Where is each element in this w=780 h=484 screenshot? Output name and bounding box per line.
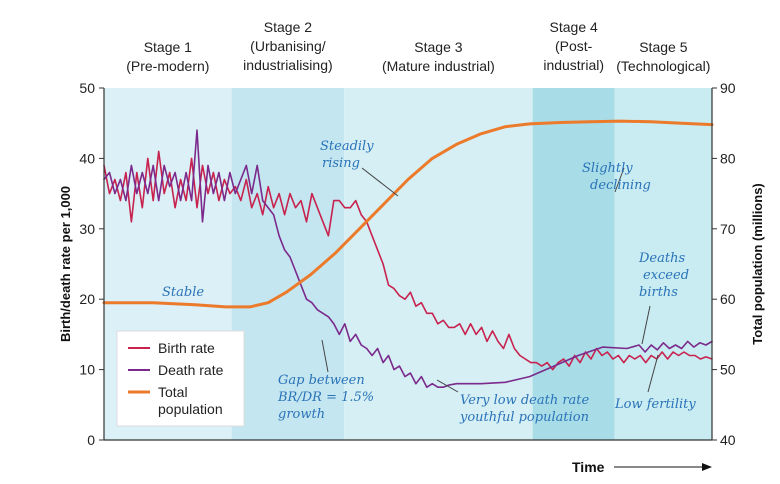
right-tick-label: 60 [720,291,736,307]
stage-band-2 [231,88,345,440]
stage-label-5: Stage 5 (Technological) [616,39,710,74]
legend-label-birth-rate: Birth rate [158,340,215,356]
annotation-gap-between: Gap between BR/DR = 1.5% growth [277,373,378,422]
stage-label-3: Stage 3 (Mature industrial) [382,39,495,74]
series-line-total-population [102,119,714,309]
legend-box [116,330,245,427]
right-tick-label: 90 [720,80,736,96]
legend-label-death-rate: Death rate [158,362,224,378]
annotation-pointers [321,167,659,393]
annotation-deaths-exceed-births: Deaths exceed births [638,251,693,300]
left-tick-label: 20 [79,291,95,307]
left-tick-label: 30 [79,221,95,237]
left-tick-label: 10 [79,362,95,378]
y-axis-left-label: Birth/death rate per 1,000 [58,186,73,342]
right-tick-label: 80 [720,150,736,166]
stage-label-4: Stage 4 (Post-industrial) [543,19,604,73]
left-ticks: 0 10 20 30 40 50 [79,80,104,448]
stage-band-4 [532,88,615,440]
left-tick-label: 0 [87,432,95,448]
y-axis-right-label: Total population (millions) [750,183,765,345]
left-tick-label: 50 [79,80,95,96]
stage-labels: Stage 1 (Pre-modern) Stage 2 (Urbanising/in… [126,19,710,74]
annotations: Steadily rising Slightly declining Stabl… [162,139,696,425]
annotation-slightly-declining: Slightly declining [582,161,651,193]
x-axis-label: Time [572,459,605,475]
annotation-low-fertility: Low fertility [614,397,696,412]
annotation-steadily-rising: Steadily rising [320,139,378,171]
legend: Birth rate Death rate Total population [116,330,245,427]
series-line-death-rate [103,129,713,389]
time-arrow [614,463,712,471]
right-tick-label: 70 [720,221,736,237]
stage-label-2: Stage 2 (Urbanising/industrialising) [243,19,332,73]
right-ticks: 40 50 60 70 80 90 [712,80,736,448]
right-tick-label: 50 [720,362,736,378]
series-lines [102,119,714,389]
legend-label-total-population: Total population [158,384,223,417]
stage-label-1: Stage 1 (Pre-modern) [126,39,209,74]
annotation-stable: Stable [162,285,204,300]
stage-band-5 [614,88,712,440]
series-line-birth-rate [103,150,713,371]
left-tick-label: 40 [79,150,95,166]
annotation-very-low-death-rate: Very low death rate youthful population [459,393,593,425]
stage-shading [104,88,712,440]
right-tick-label: 40 [720,432,736,448]
